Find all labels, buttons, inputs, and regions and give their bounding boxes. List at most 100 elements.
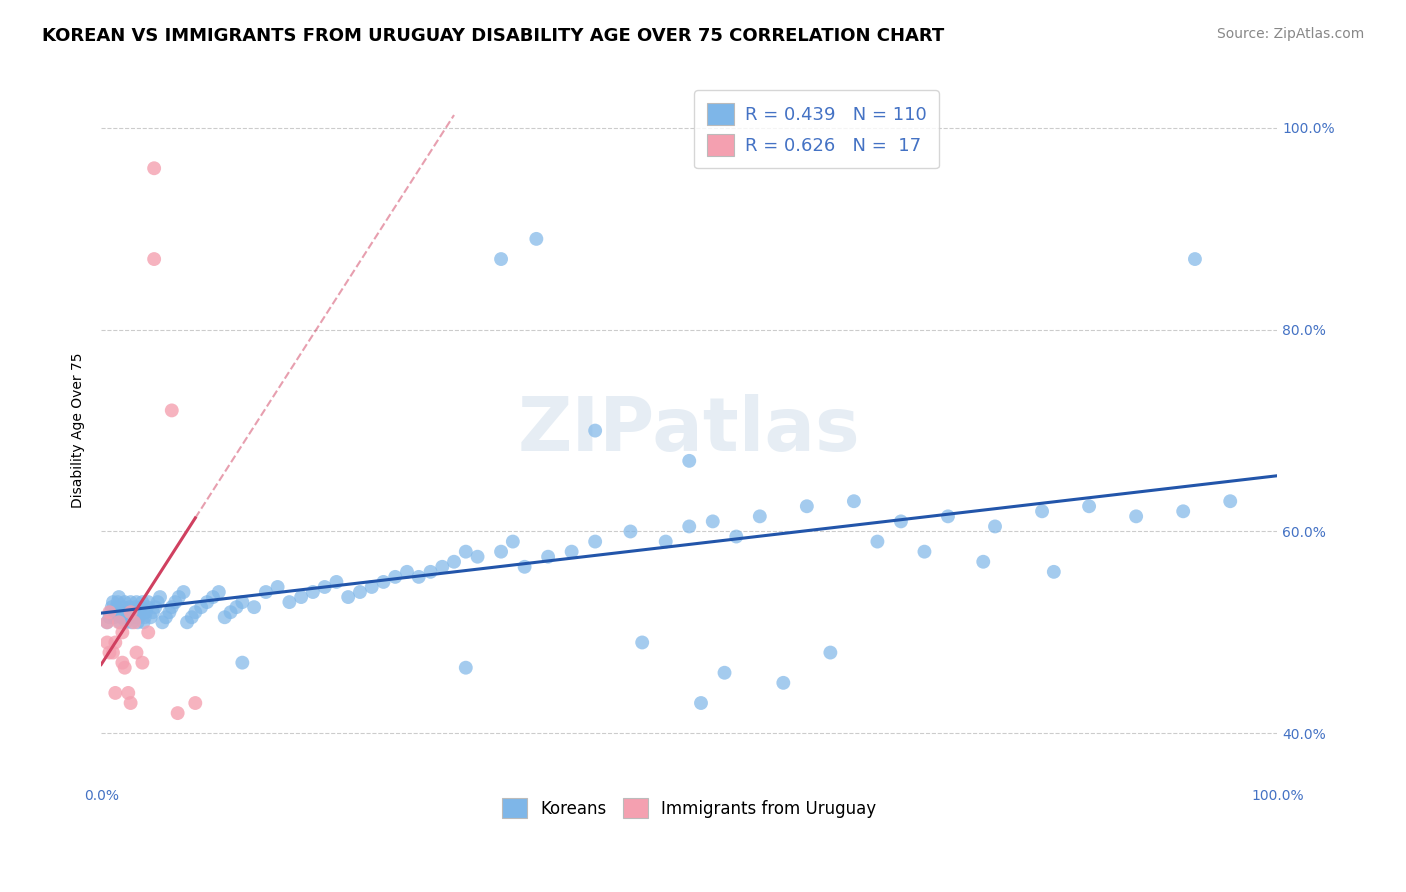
Point <box>143 252 166 266</box>
Point <box>122 615 145 630</box>
Point <box>702 515 724 529</box>
Point <box>135 605 157 619</box>
Point <box>143 600 166 615</box>
Point <box>432 559 454 574</box>
Point <box>678 454 700 468</box>
Point <box>114 661 136 675</box>
Point <box>129 600 152 615</box>
Point <box>120 605 142 619</box>
Text: KOREAN VS IMMIGRANTS FROM URUGUAY DISABILITY AGE OVER 75 CORRELATION CHART: KOREAN VS IMMIGRANTS FROM URUGUAY DISABI… <box>42 27 945 45</box>
Point <box>136 625 159 640</box>
Point <box>201 590 224 604</box>
Point <box>101 646 124 660</box>
Point <box>619 524 641 539</box>
Point <box>128 610 150 624</box>
Point <box>796 500 818 514</box>
Point <box>120 696 142 710</box>
Point <box>125 646 148 660</box>
Point <box>583 534 606 549</box>
Point <box>108 590 131 604</box>
Point <box>107 595 129 609</box>
Point <box>524 232 547 246</box>
Point <box>142 605 165 619</box>
Point <box>124 600 146 615</box>
Point <box>395 565 418 579</box>
Point <box>208 585 231 599</box>
Point <box>489 544 512 558</box>
Point <box>561 544 583 558</box>
Point <box>127 615 149 630</box>
Point <box>96 615 118 630</box>
Point <box>772 676 794 690</box>
Point <box>139 610 162 624</box>
Point <box>820 646 842 660</box>
Point <box>1173 504 1195 518</box>
Point <box>136 595 159 609</box>
Point <box>243 600 266 615</box>
Point <box>117 686 139 700</box>
Point <box>690 696 713 710</box>
Point <box>111 625 134 640</box>
Point <box>134 610 156 624</box>
Point <box>713 665 735 680</box>
Point <box>121 615 143 630</box>
Point <box>129 605 152 619</box>
Point <box>489 252 512 266</box>
Point <box>231 656 253 670</box>
Point <box>120 595 142 609</box>
Point <box>1043 565 1066 579</box>
Point <box>184 696 207 710</box>
Point <box>302 585 325 599</box>
Point <box>419 565 441 579</box>
Point <box>122 605 145 619</box>
Point <box>112 600 135 615</box>
Point <box>136 600 159 615</box>
Point <box>467 549 489 564</box>
Point <box>914 544 936 558</box>
Point <box>104 686 127 700</box>
Point <box>150 615 173 630</box>
Point <box>101 600 124 615</box>
Point <box>408 570 430 584</box>
Point <box>96 635 118 649</box>
Point <box>513 559 536 574</box>
Point <box>111 605 134 619</box>
Point <box>122 610 145 624</box>
Text: ZIPatlas: ZIPatlas <box>517 394 860 467</box>
Point <box>214 610 236 624</box>
Point <box>132 615 155 630</box>
Point <box>373 574 395 589</box>
Point <box>266 580 288 594</box>
Point <box>103 610 125 624</box>
Point <box>111 656 134 670</box>
Point <box>105 600 128 615</box>
Point <box>725 529 748 543</box>
Point <box>115 610 138 624</box>
Point <box>384 570 406 584</box>
Point <box>748 509 770 524</box>
Point <box>160 403 183 417</box>
Point <box>325 574 347 589</box>
Point <box>654 534 676 549</box>
Point <box>159 605 181 619</box>
Point <box>125 595 148 609</box>
Point <box>972 555 994 569</box>
Point <box>502 534 524 549</box>
Point <box>125 797 148 811</box>
Point <box>190 600 212 615</box>
Point <box>443 555 465 569</box>
Point <box>98 610 121 624</box>
Point <box>278 595 301 609</box>
Point <box>100 605 122 619</box>
Point <box>167 590 190 604</box>
Point <box>101 595 124 609</box>
Point <box>984 519 1007 533</box>
Point <box>155 610 177 624</box>
Point <box>118 600 141 615</box>
Point <box>160 600 183 615</box>
Legend: Koreans, Immigrants from Uruguay: Koreans, Immigrants from Uruguay <box>495 791 883 825</box>
Text: Source: ZipAtlas.com: Source: ZipAtlas.com <box>1216 27 1364 41</box>
Point <box>108 615 131 630</box>
Point <box>631 635 654 649</box>
Point <box>176 615 198 630</box>
